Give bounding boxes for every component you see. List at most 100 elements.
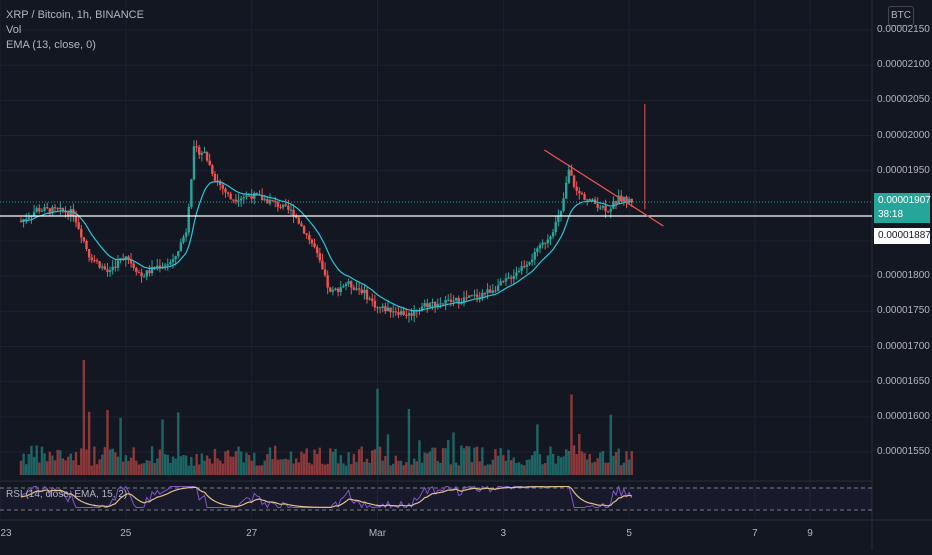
candle-body [468,295,471,298]
candle-body [481,292,484,298]
candle-body [205,151,209,161]
rsi-indicator-label[interactable]: RSI (14, close, EMA, 15, 2) [6,489,128,500]
candle-body [431,301,434,304]
volume-bar [153,463,156,475]
candle-body [318,253,322,261]
volume-bar [580,451,584,475]
volume-bar [72,460,75,475]
volume-bar [129,457,133,475]
candle-body [339,287,342,292]
volume-bar [499,448,502,475]
volume-bar [177,412,180,475]
volume-bar [127,460,130,475]
candle-body [402,311,405,315]
volume-bar [38,462,41,475]
candle-body [98,261,101,268]
volume-bar [182,454,185,475]
candle-body [310,239,314,244]
candle-body [473,294,476,296]
volume-bar [551,453,555,475]
candle-body [61,207,65,212]
candle-body [321,260,324,270]
candle-body [182,236,185,243]
candle-body [45,207,49,209]
volume-bar [481,447,484,475]
volume-bar [226,450,230,475]
candle-body [470,295,474,297]
volume-bar [289,451,293,475]
candle-body [394,311,398,313]
candle-body [630,198,633,203]
volume-bar [355,461,358,475]
volume-bar [525,459,529,475]
volume-bar [74,452,78,475]
candle-body [260,195,264,201]
candle-body [53,207,57,209]
candle-body [525,264,529,267]
candle-body [533,251,536,260]
candle-body [25,218,28,220]
volume-bar [418,440,421,475]
candle-body [108,270,112,272]
candle-body [284,204,287,206]
candle-body [360,289,363,294]
candle-body [591,199,594,201]
volume-bar [229,456,232,475]
candle-body [559,210,563,217]
x-tick-label: 5 [626,528,632,539]
candle-body [567,169,571,183]
candle-body [454,297,458,301]
candle-body [570,169,573,176]
candle-body [313,243,316,248]
ema-indicator-label[interactable]: EMA (13, close, 0) [6,39,96,51]
volume-bar [488,464,492,475]
volume-bar [431,447,434,475]
currency-badge[interactable]: BTC [888,6,914,26]
volume-indicator-label[interactable]: Vol [6,24,22,36]
candle-body [588,199,592,201]
candle-body [184,232,188,237]
volume-bar [313,449,316,475]
candle-body [287,205,290,210]
volume-bar [452,432,455,475]
volume-bar [371,450,374,475]
candle-body [601,205,605,208]
volume-bar [559,457,563,475]
rsi-ema-line [20,485,632,509]
volume-bar [588,453,592,475]
candle-body [544,242,547,244]
x-tick-label: 27 [246,528,258,539]
candle-body [323,269,327,276]
chart-title[interactable]: XRP / Bitcoin, 1h, BINANCE [6,9,144,21]
candle-body [465,297,468,299]
volume-bar [614,452,618,475]
candle-body [329,287,332,292]
volume-bar [19,460,23,475]
volume-bar [61,458,65,475]
candle-body [512,275,515,279]
volume-bar [533,451,536,475]
volume-bar [407,408,411,475]
volume-bar [620,465,623,475]
candle-body [255,193,259,195]
volume-bar [344,465,348,475]
volume-bar [363,461,366,475]
volume-bar [360,446,363,475]
volume-bar [274,445,277,475]
volume-bar [444,448,447,475]
volume-bar [137,464,141,475]
candle-body [292,209,295,217]
candle-body [195,146,198,148]
volume-bar [470,462,474,475]
volume-bar [478,461,481,475]
volume-bar [169,462,172,475]
candle-body [140,272,143,277]
volume-bar [622,462,626,475]
volume-bar [483,465,487,475]
x-tick-label: 3 [500,528,507,539]
volume-bar [357,449,361,475]
volume-bar [35,445,38,475]
candle-body [135,267,138,273]
